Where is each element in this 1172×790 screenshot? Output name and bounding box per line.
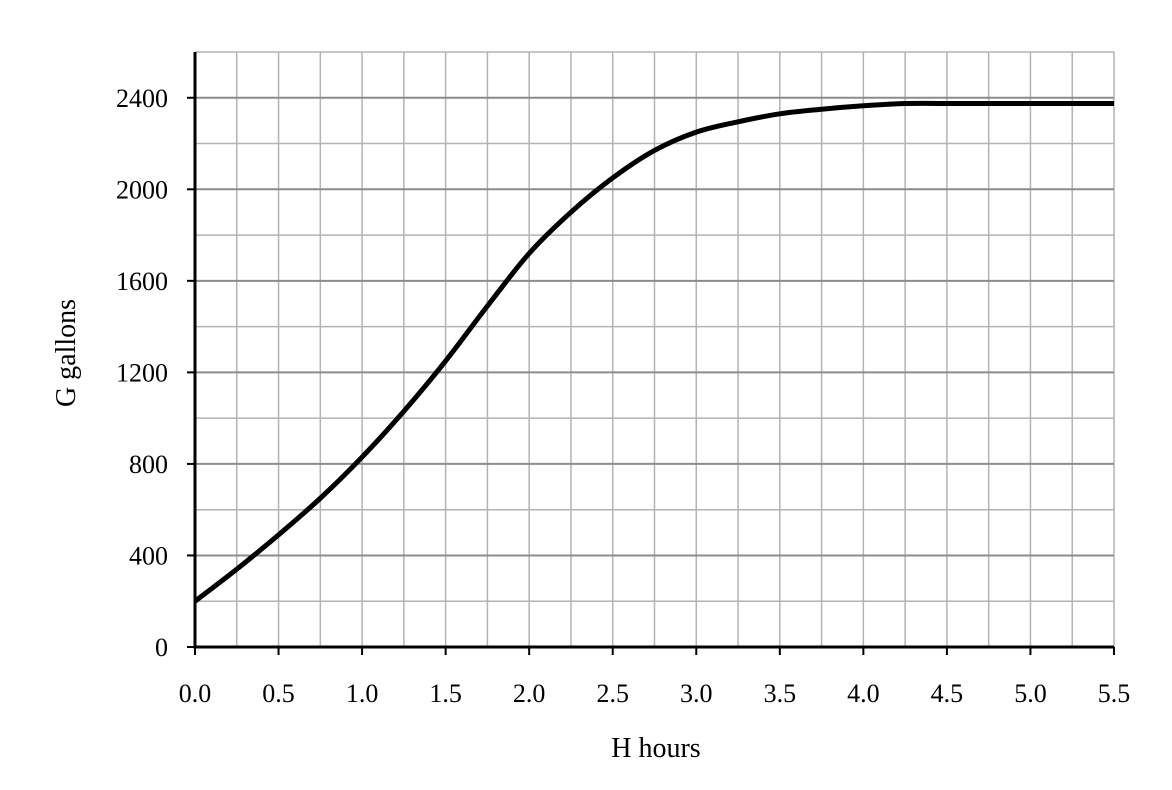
x-tick-label: 4.0 xyxy=(847,679,880,708)
x-tick-label: 0.5 xyxy=(262,679,295,708)
tick-labels: 0.0 0.5 1.0 1.5 2.0 2.5 3.0 3.5 4.0 4.5 5.0 5.5 0 400… xyxy=(116,84,1130,708)
axes xyxy=(187,52,1115,655)
y-tick-label: 800 xyxy=(129,450,168,479)
y-tick-label: 1200 xyxy=(116,358,168,387)
x-tick-label: 3.0 xyxy=(680,679,713,708)
x-tick-label: 1.0 xyxy=(346,679,379,708)
y-tick-label: 0 xyxy=(155,633,168,662)
series-line xyxy=(193,100,1114,604)
x-tick-label: 1.5 xyxy=(429,679,462,708)
y-tick-label: 400 xyxy=(129,541,168,570)
y-tick-label: 2400 xyxy=(116,84,168,113)
series xyxy=(193,100,1114,604)
y-tick-label: 2000 xyxy=(116,175,168,204)
x-tick-label: 2.5 xyxy=(596,679,629,708)
x-axis-title: H hours xyxy=(611,733,700,764)
x-tick-label: 0.0 xyxy=(179,679,212,708)
y-tick-label: 1600 xyxy=(116,267,168,296)
x-tick-label: 2.0 xyxy=(513,679,546,708)
x-tick-label: 5.5 xyxy=(1098,679,1131,708)
x-tick-label: 5.0 xyxy=(1014,679,1047,708)
y-axis-title: G gallons xyxy=(51,299,82,407)
x-tick-label: 4.5 xyxy=(931,679,964,708)
grid xyxy=(195,51,1115,647)
x-tick-label: 3.5 xyxy=(764,679,797,708)
